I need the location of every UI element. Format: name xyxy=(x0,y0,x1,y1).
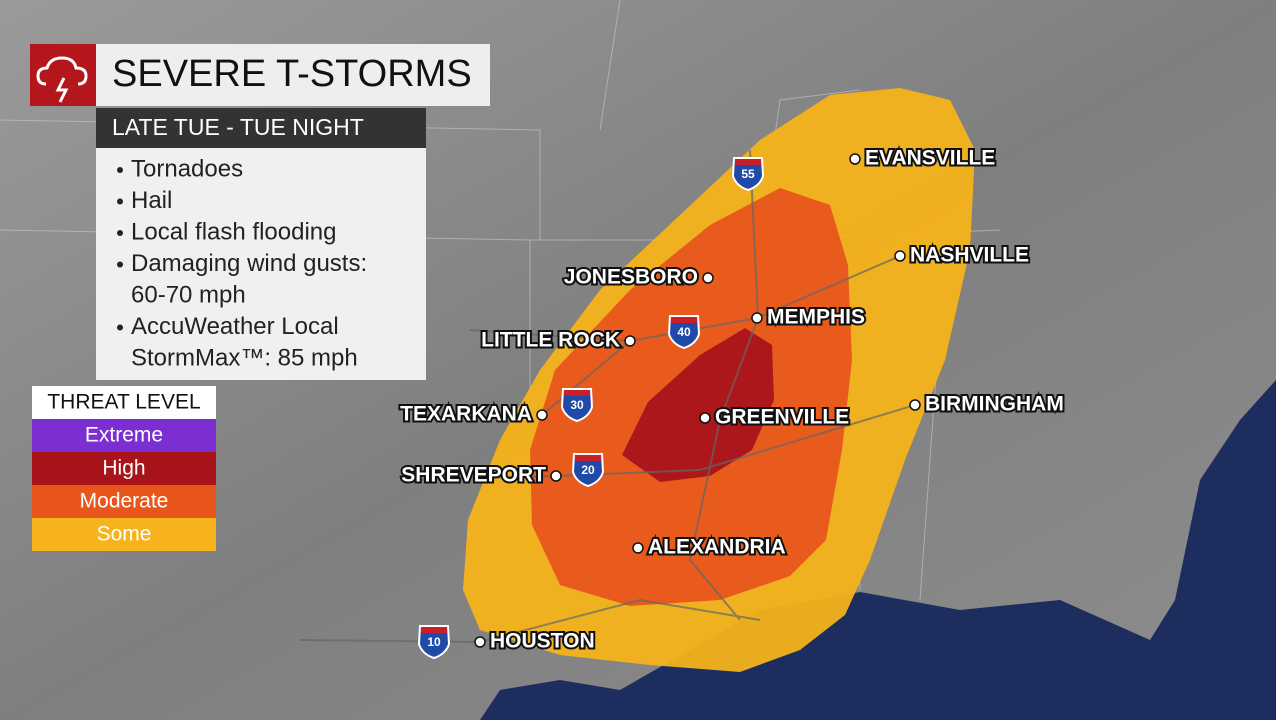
threat-zone xyxy=(622,328,774,482)
legend-title-box xyxy=(32,386,216,419)
city-label: EVANSVILLE xyxy=(865,147,995,170)
interstate-shield-top xyxy=(671,317,697,323)
city-dot xyxy=(849,153,861,165)
interstate-number: 20 xyxy=(581,463,595,477)
city-dot xyxy=(632,542,644,554)
interstate-shield-top xyxy=(735,159,761,165)
title-box xyxy=(96,44,490,106)
bullet-text: Hail xyxy=(131,187,172,214)
bullet-dot xyxy=(117,324,123,331)
gulf-water xyxy=(480,380,1276,720)
legend-swatch xyxy=(32,485,216,518)
city-label: TEXARKANA xyxy=(400,403,532,426)
city-dot xyxy=(536,409,548,421)
legend-label: Some xyxy=(97,523,152,546)
bullet-text: AccuWeather Local xyxy=(131,313,339,340)
storm-icon xyxy=(36,56,88,103)
bullet-dot xyxy=(117,230,123,236)
interstate-shield xyxy=(560,388,594,423)
city-label: NASHVILLE xyxy=(910,244,1029,267)
bullet-text: Local flash flooding xyxy=(131,218,336,245)
city-dot xyxy=(751,312,763,324)
city-label: SHREVEPORT xyxy=(401,464,546,487)
legend-swatch xyxy=(32,518,216,551)
bullet-text: 60-70 mph xyxy=(131,281,246,308)
interstate-number: 55 xyxy=(741,167,755,181)
bullet-text: StormMax™: 85 mph xyxy=(131,344,358,371)
interstate-shield xyxy=(667,315,701,350)
legend-title: THREAT LEVEL xyxy=(47,391,200,414)
interstate-shield xyxy=(731,157,765,192)
city-dot xyxy=(624,335,636,347)
city-label: GREENVILLE xyxy=(715,406,849,429)
city-dot xyxy=(550,470,562,482)
city-dot xyxy=(909,399,921,411)
city-dot xyxy=(474,636,486,648)
interstate-shield xyxy=(417,625,451,660)
bullet-text: Tornadoes xyxy=(131,155,243,182)
interstate-number: 10 xyxy=(427,635,441,649)
bullet-box xyxy=(96,148,426,380)
interstate-number: 40 xyxy=(677,325,691,339)
legend-swatch xyxy=(32,452,216,485)
city-label: MEMPHIS xyxy=(767,306,865,329)
bullet-dot xyxy=(117,167,123,173)
interstate-shield-top xyxy=(575,455,601,461)
subtitle-box xyxy=(96,108,426,148)
legend-label: High xyxy=(102,457,145,480)
city-dot xyxy=(699,412,711,424)
bullet-dot xyxy=(117,198,123,205)
city-label: ALEXANDRIA xyxy=(648,536,786,559)
bullet-text: Damaging wind gusts: xyxy=(131,250,367,277)
legend-swatch xyxy=(32,419,216,452)
interstate-number: 30 xyxy=(570,398,584,412)
city-dot xyxy=(702,272,714,284)
legend-label: Extreme xyxy=(85,424,163,447)
legend-label: Moderate xyxy=(80,490,169,513)
city-label: HOUSTON xyxy=(490,630,595,653)
interstate-shield-top xyxy=(421,627,447,633)
interstate-shield xyxy=(571,453,605,488)
city-dot xyxy=(894,250,906,262)
bullet-dot xyxy=(117,261,123,268)
subtitle: LATE TUE - TUE NIGHT xyxy=(112,114,364,140)
city-label: LITTLE ROCK xyxy=(481,329,620,352)
title: SEVERE T-STORMS xyxy=(112,53,472,95)
interstate-shield-top xyxy=(564,390,590,396)
city-label: JONESBORO xyxy=(564,266,698,289)
city-label: BIRMINGHAM xyxy=(925,393,1064,416)
